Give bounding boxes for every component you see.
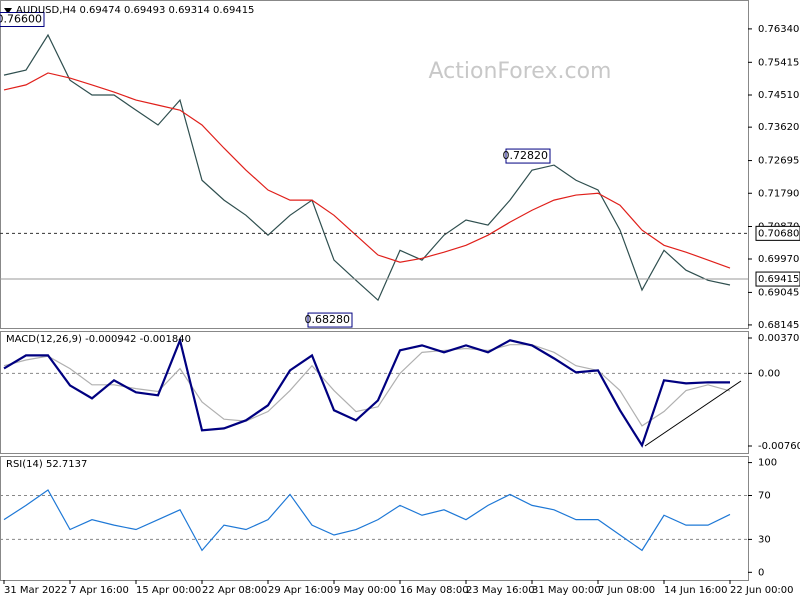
y-tick-label: 0 xyxy=(758,567,764,578)
y-tick-label: 70 xyxy=(758,491,771,502)
price-level-label: 0.70680 xyxy=(758,228,799,239)
annotation-box xyxy=(505,148,551,164)
panel-frame xyxy=(0,456,749,581)
panel-frame xyxy=(0,331,749,454)
price-level-box xyxy=(755,225,800,241)
series-line xyxy=(3,489,731,552)
x-tick-label: 14 Jun 16:00 xyxy=(664,585,728,596)
x-tick-label: 22 Apr 08:00 xyxy=(202,585,267,596)
x-tick-label: 22 Jun 00:00 xyxy=(730,585,794,596)
y-tick-label: 0.71790 xyxy=(758,188,799,199)
y-tick-label: 0.003703 xyxy=(758,333,800,344)
y-tick-label: 0.68145 xyxy=(758,320,799,331)
trend-line xyxy=(644,380,742,447)
x-tick-label: 7 Jun 08:00 xyxy=(598,585,655,596)
watermark: ActionForex.com xyxy=(429,59,612,84)
panel-title: MACD(12,26,9) -0.000942 -0.001840 xyxy=(6,334,191,345)
y-tick-label: 30 xyxy=(758,534,771,545)
y-tick-label: 0.74510 xyxy=(758,90,799,101)
series-line xyxy=(3,33,731,302)
annotation-label: 0.76600 xyxy=(0,13,42,26)
y-tick-label: 0.69045 xyxy=(758,287,799,298)
y-tick-label: 0.73620 xyxy=(758,122,799,133)
y-tick-label: 0.75415 xyxy=(758,57,799,68)
x-tick-label: 31 May 00:00 xyxy=(532,585,601,596)
annotation-label: 0.72820 xyxy=(503,149,549,162)
annotation-box xyxy=(0,12,45,28)
x-tick-label: 9 May 00:00 xyxy=(334,585,396,596)
x-tick-label: 16 May 08:00 xyxy=(400,585,469,596)
x-tick-label: 15 Apr 00:00 xyxy=(136,585,201,596)
series-line xyxy=(3,336,731,448)
x-tick-label: 31 Mar 2022 xyxy=(4,585,67,596)
y-tick-label: 0.69970 xyxy=(758,254,799,265)
x-tick-label: 29 Apr 16:00 xyxy=(268,585,333,596)
panel-title: AUDUSD,H4 0.69474 0.69493 0.69314 0.6941… xyxy=(16,5,254,16)
y-tick-label: 0.00 xyxy=(758,368,780,379)
y-tick-label: 100 xyxy=(758,458,777,469)
annotation-label: 0.68280 xyxy=(305,313,351,326)
x-tick-label: 23 May 16:00 xyxy=(466,585,535,596)
y-tick-label: 0.76340 xyxy=(758,24,799,35)
y-tick-label: -0.007608 xyxy=(758,441,800,452)
y-tick-label: 0.72695 xyxy=(758,156,799,167)
symbol-menu-icon[interactable] xyxy=(4,8,12,14)
price-level-box xyxy=(755,271,800,287)
panel-frame xyxy=(0,0,749,329)
x-tick-label: 7 Apr 16:00 xyxy=(70,585,129,596)
price-level-label: 0.69415 xyxy=(758,274,799,285)
annotation-box xyxy=(307,312,353,328)
panel-title: RSI(14) 52.7137 xyxy=(6,459,87,470)
series-line xyxy=(3,72,731,269)
